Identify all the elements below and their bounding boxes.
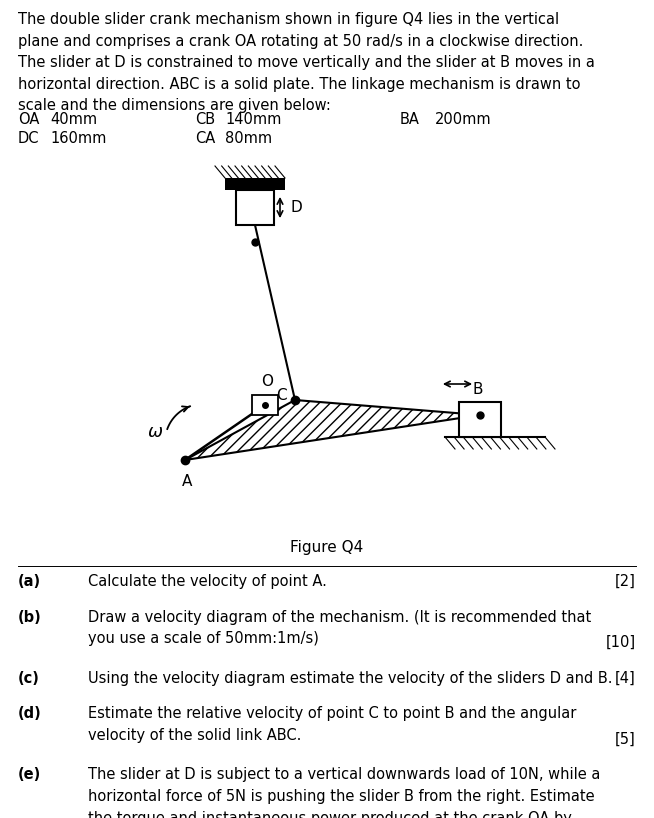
Text: [2]: [2]: [615, 574, 636, 589]
Text: [10]: [10]: [606, 635, 636, 650]
Text: OA: OA: [18, 112, 39, 127]
Text: (d): (d): [18, 706, 42, 721]
Text: The slider at D is subject to a vertical downwards load of 10N, while a
horizont: The slider at D is subject to a vertical…: [88, 767, 600, 818]
Text: B: B: [473, 382, 483, 397]
Text: Calculate the velocity of point A.: Calculate the velocity of point A.: [88, 574, 327, 589]
Text: [5]: [5]: [615, 732, 636, 747]
Text: The double slider crank mechanism shown in figure Q4 lies in the vertical
plane : The double slider crank mechanism shown …: [18, 12, 595, 114]
Text: 40mm: 40mm: [50, 112, 97, 127]
Text: 140mm: 140mm: [225, 112, 281, 127]
Bar: [236, 190, 274, 225]
Text: D: D: [290, 200, 301, 215]
Bar: [459, 402, 501, 437]
Text: Figure Q4: Figure Q4: [290, 540, 364, 555]
Text: O: O: [261, 374, 273, 389]
Text: CA: CA: [195, 131, 215, 146]
Text: 160mm: 160mm: [50, 131, 107, 146]
Text: Draw a velocity diagram of the mechanism. (It is recommended that
you use a scal: Draw a velocity diagram of the mechanism…: [88, 609, 591, 646]
Polygon shape: [185, 400, 480, 460]
Text: BA: BA: [400, 112, 420, 127]
Bar: [225, 178, 285, 190]
Text: C: C: [277, 388, 287, 403]
Text: 200mm: 200mm: [435, 112, 492, 127]
Text: 80mm: 80mm: [225, 131, 272, 146]
Text: CB: CB: [195, 112, 215, 127]
Bar: [252, 395, 278, 415]
Text: Using the velocity diagram estimate the velocity of the sliders D and B.: Using the velocity diagram estimate the …: [88, 671, 613, 685]
Text: [4]: [4]: [615, 671, 636, 685]
Text: Estimate the relative velocity of point C to point B and the angular
velocity of: Estimate the relative velocity of point …: [88, 706, 576, 743]
Text: (b): (b): [18, 609, 42, 625]
Text: DC: DC: [18, 131, 39, 146]
Text: ω: ω: [147, 423, 163, 441]
Text: (e): (e): [18, 767, 41, 783]
Text: (a): (a): [18, 574, 41, 589]
Text: (c): (c): [18, 671, 40, 685]
Text: A: A: [182, 474, 192, 489]
